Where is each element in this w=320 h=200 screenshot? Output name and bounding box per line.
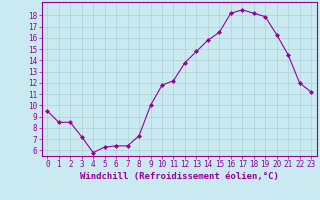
X-axis label: Windchill (Refroidissement éolien,°C): Windchill (Refroidissement éolien,°C) [80,172,279,181]
